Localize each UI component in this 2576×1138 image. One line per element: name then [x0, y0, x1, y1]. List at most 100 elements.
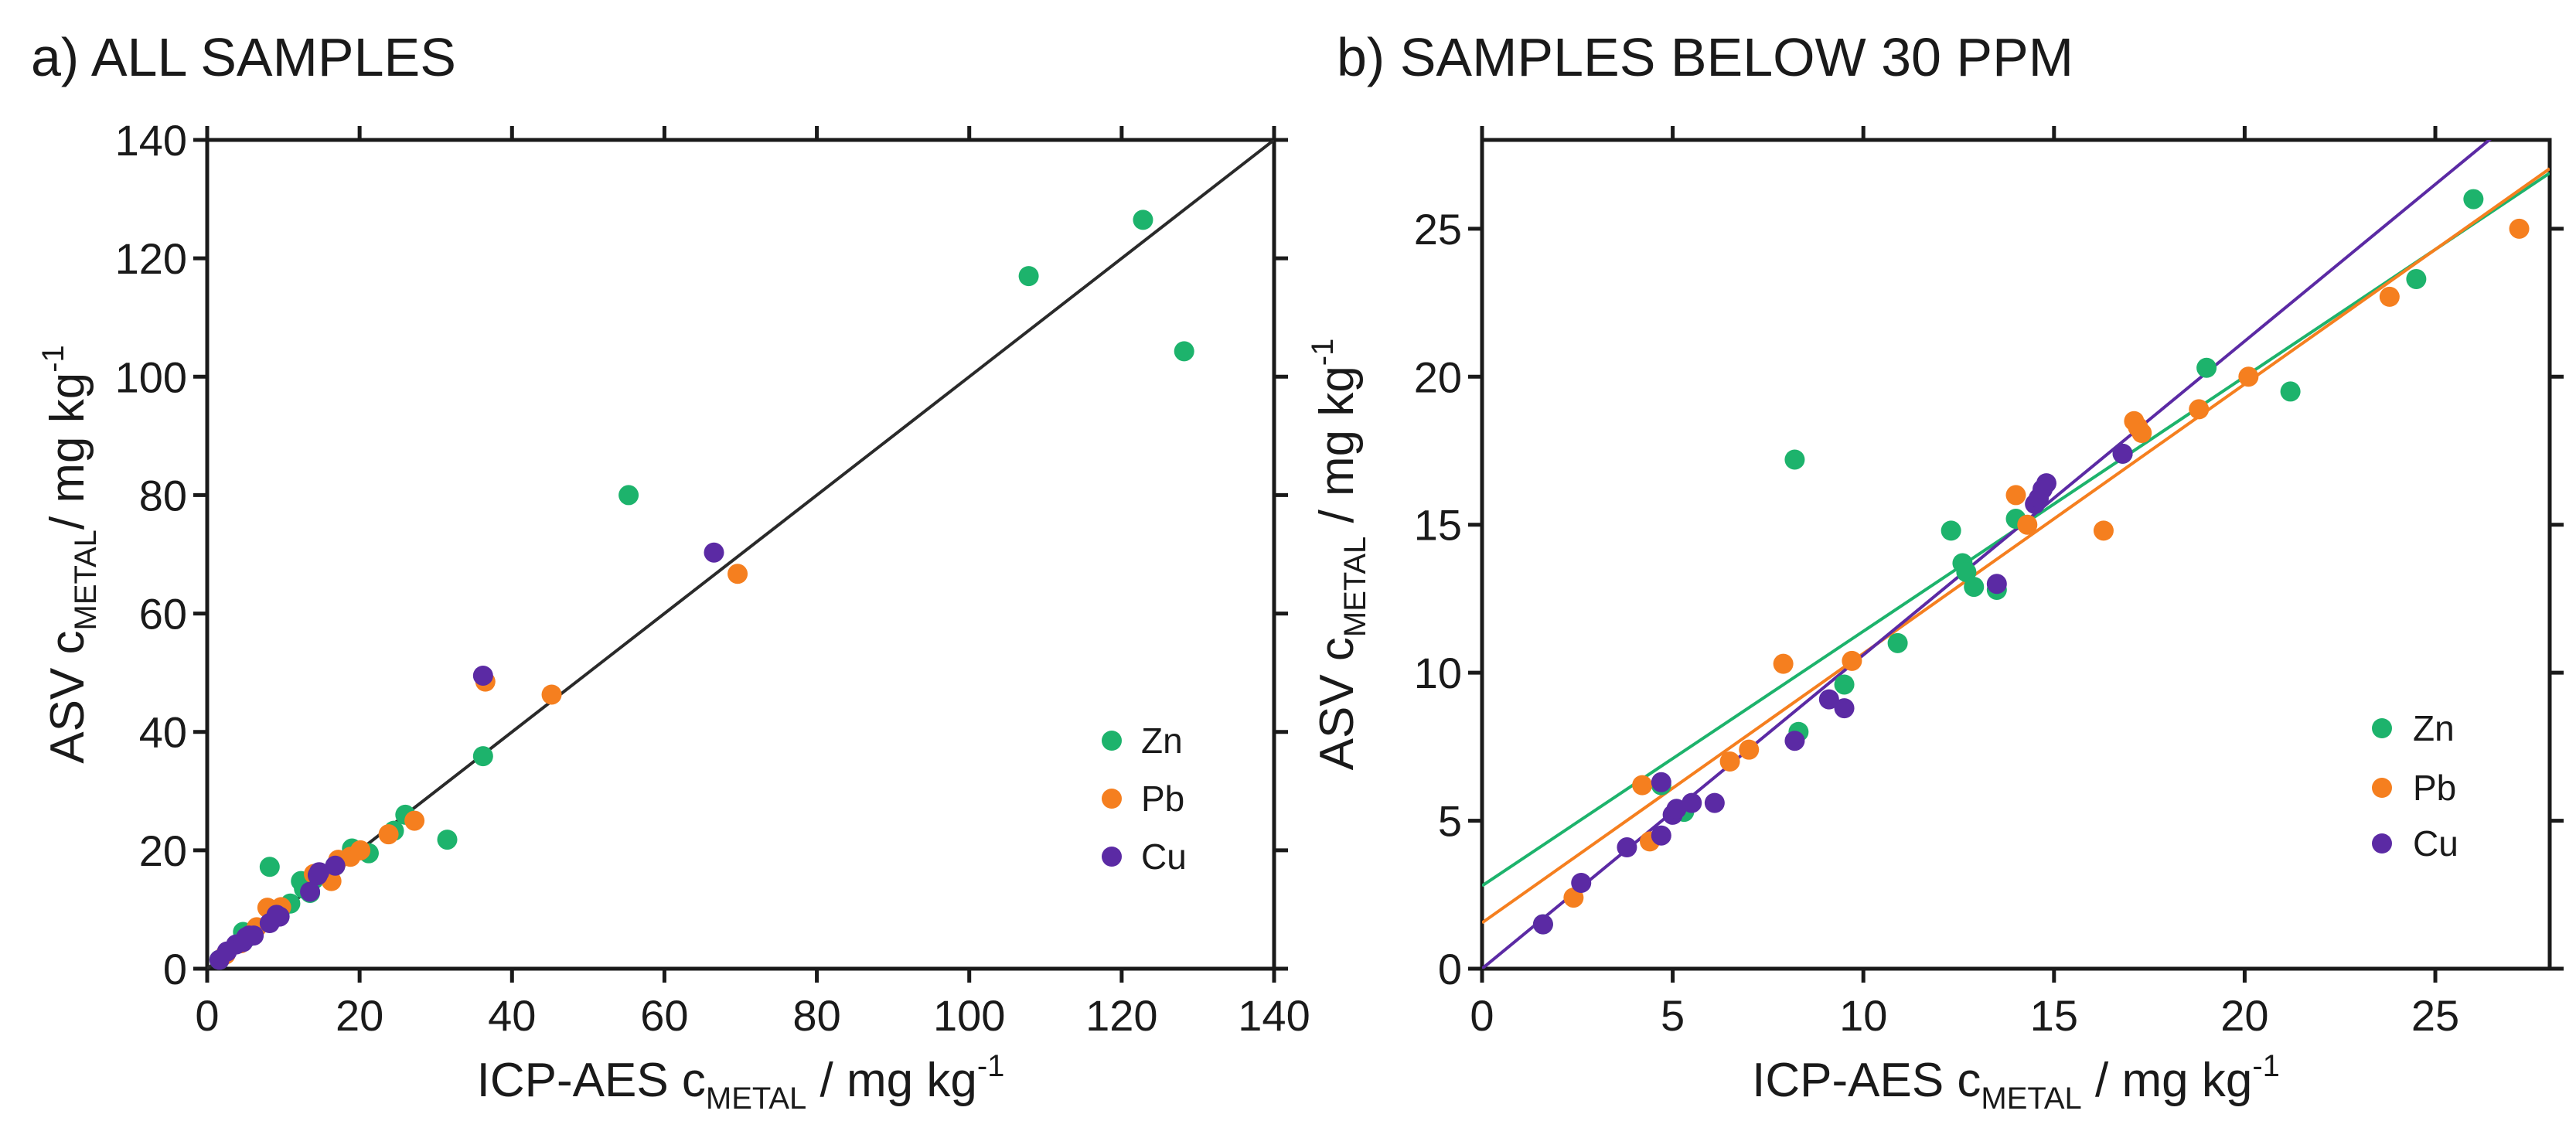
data-point-cu: [1986, 574, 2007, 595]
x-axis-title-unit: / mg kg: [806, 1054, 977, 1107]
y-axis-title-unit: / mg kg: [1310, 366, 1364, 537]
data-point-pb: [2189, 399, 2210, 420]
data-point-pb: [378, 824, 399, 845]
data-point-zn: [1887, 632, 1908, 653]
data-point-zn: [1018, 266, 1039, 287]
y-axis-title-subscript: METAL: [69, 530, 103, 630]
data-point-cu: [1682, 792, 1702, 813]
y-axis-title-superscript: -1: [36, 345, 70, 373]
data-point-cu: [244, 925, 264, 946]
legend-label-pb: Pb: [2413, 768, 2456, 808]
data-point-zn: [259, 857, 280, 877]
data-point-pb: [1632, 775, 1653, 796]
x-tick-label: 40: [488, 991, 536, 1040]
y-tick-label: 20: [1414, 353, 1462, 401]
data-point-cu: [269, 906, 290, 927]
data-point-cu: [325, 855, 346, 876]
x-tick-label: 20: [336, 991, 383, 1040]
data-point-cu: [1704, 792, 1725, 813]
data-point-pb: [2379, 286, 2400, 307]
series-cu: [209, 542, 724, 970]
y-axis-title-unit: / mg kg: [41, 373, 94, 530]
data-point-zn: [1964, 577, 1985, 598]
data-point-pb: [1719, 751, 1740, 772]
data-point-cu: [1571, 872, 1592, 893]
x-axis-title-superscript: -1: [977, 1049, 1005, 1083]
panel-a-ALL-SAMPLES: a) ALL SAMPLES 0 20 40 60 80 100 120 140 0 20 40 60 8…: [31, 27, 1310, 1116]
plot-frame: [205, 138, 1276, 971]
line-layer: [1482, 140, 2550, 969]
panel-title: b) SAMPLES BELOW 30 PPM: [1337, 27, 2073, 87]
plot-frame: [1480, 138, 2552, 971]
data-point-pb: [2005, 485, 2026, 506]
data-point-pb: [1563, 888, 1584, 908]
y-tick-label: 20: [139, 826, 187, 875]
y-tick-label: 120: [115, 234, 187, 283]
data-point-cu: [2112, 443, 2133, 464]
legend-marker-pb: [2372, 778, 2392, 798]
data-point-pb: [2509, 218, 2530, 239]
data-point-zn: [1133, 210, 1153, 230]
x-tick-label: 25: [2411, 991, 2459, 1040]
data-point-zn: [2280, 381, 2301, 402]
data-point-cu: [1532, 914, 1553, 935]
y-tick-label: 80: [139, 471, 187, 520]
y-tick-label: 25: [1414, 205, 1462, 254]
y-tick-label: 10: [1414, 649, 1462, 697]
data-point-cu: [1666, 799, 1687, 819]
data-point-pb: [1842, 650, 1862, 671]
x-tick-label: 20: [2220, 991, 2268, 1040]
y-axis-title: ASV cMETAL / mg kg-1: [1306, 339, 1372, 771]
series-pb: [1563, 218, 2530, 908]
x-axis-title-subscript: METAL: [706, 1082, 806, 1116]
y-tick-label: 15: [1414, 501, 1462, 550]
data-point-cu: [1834, 698, 1855, 719]
x-axis-title-unit: / mg kg: [2082, 1054, 2253, 1107]
data-point-cu: [300, 881, 321, 902]
data-point-pb: [727, 564, 748, 584]
y-tick-label: 60: [139, 590, 187, 639]
x-tick-label: 140: [1238, 991, 1310, 1040]
data-point-zn: [2196, 357, 2217, 378]
x-axis-title: ICP-AES cMETAL / mg kg-1: [1752, 1049, 2280, 1116]
x-axis-title-main: ICP-AES c: [477, 1054, 706, 1107]
data-point-pb: [541, 684, 562, 705]
y-axis-title: ASV cMETAL/ mg kg-1: [36, 345, 103, 764]
x-tick-label: 5: [1661, 991, 1685, 1040]
data-point-zn: [1174, 341, 1194, 362]
data-point-cu: [704, 542, 724, 563]
fit-line-cu: [1482, 140, 2492, 969]
data-point-zn: [2406, 268, 2427, 289]
y-tick-label: 0: [163, 945, 187, 993]
data-point-zn: [1941, 520, 1961, 541]
series-cu: [1532, 443, 2133, 935]
x-tick-label: 100: [933, 991, 1005, 1040]
x-tick-label: 120: [1085, 991, 1157, 1040]
data-point-pb: [2238, 366, 2259, 387]
legend-marker-cu: [2372, 833, 2392, 854]
data-point-cu: [472, 665, 493, 686]
y-axis-title-main: ASV c: [1310, 637, 1364, 770]
y-axis-title-main: ASV c: [41, 630, 94, 763]
legend-label-cu: Cu: [2413, 823, 2458, 864]
data-point-zn: [437, 830, 458, 850]
data-point-cu: [1818, 689, 1839, 710]
data-point-cu: [1784, 731, 1805, 751]
x-tick-label: 80: [792, 991, 840, 1040]
y-tick-label: 0: [1438, 945, 1462, 993]
panel-title: a) ALL SAMPLES: [31, 27, 456, 87]
x-tick-label: 10: [1839, 991, 1887, 1040]
x-axis-title-main: ICP-AES c: [1752, 1054, 1981, 1107]
data-point-pb: [1773, 653, 1794, 674]
y-axis-title-subscript: METAL: [1338, 537, 1372, 637]
data-point-zn: [1956, 561, 1977, 582]
data-point-zn: [1784, 449, 1805, 470]
data-point-pb: [2017, 514, 2038, 535]
x-tick-label: 0: [1470, 991, 1494, 1040]
data-point-cu: [1651, 825, 1671, 846]
y-tick-label: 100: [115, 353, 187, 401]
data-point-zn: [618, 485, 639, 506]
data-point-pb: [2093, 520, 2114, 541]
x-tick-label: 15: [2030, 991, 2078, 1040]
